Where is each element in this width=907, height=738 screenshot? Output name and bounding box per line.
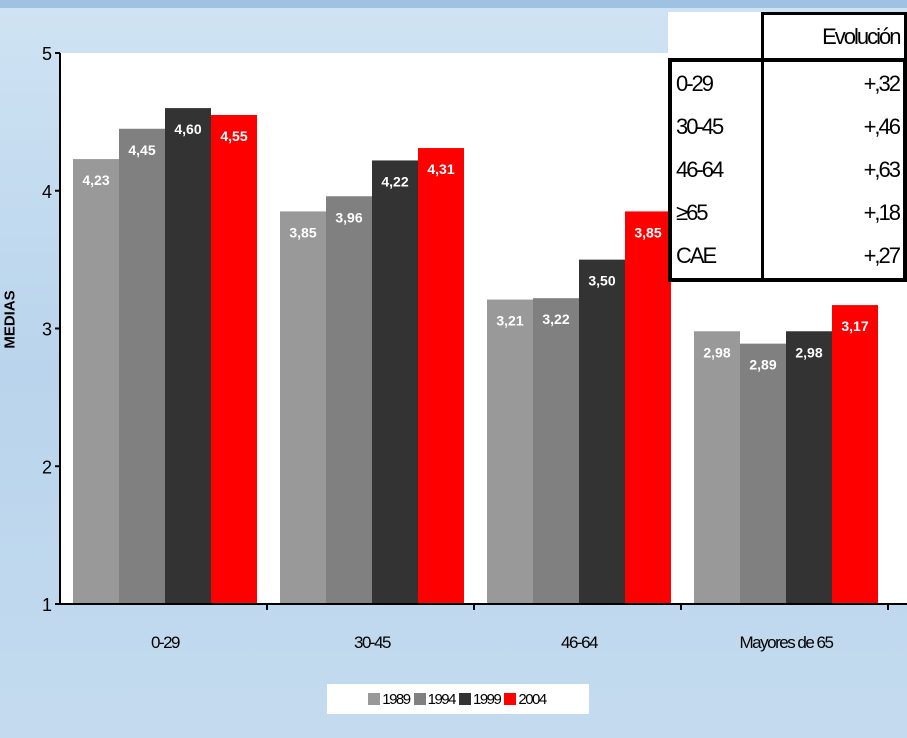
x-tick-label: 46-64 <box>561 633 598 652</box>
bar <box>165 108 211 604</box>
bar <box>280 211 326 604</box>
evolution-header-empty <box>670 14 763 61</box>
evolution-header: Evolución <box>761 12 907 62</box>
bar-value-label: 4,22 <box>381 173 408 189</box>
top-banner-strip <box>0 0 907 8</box>
bar <box>326 196 372 604</box>
bar-value-label: 3,96 <box>335 209 362 225</box>
y-axis-title: MEDIAS <box>1 290 19 349</box>
legend-swatch-1994 <box>413 693 426 705</box>
bar-value-label: 3,85 <box>634 224 661 240</box>
bar <box>625 211 671 604</box>
evolution-category: 0-29 <box>668 58 765 106</box>
evolution-row: 46-64 +,63 <box>668 148 907 192</box>
bar <box>533 298 579 604</box>
evolution-row: 30-45 +,46 <box>668 105 907 149</box>
legend-swatch-1989 <box>368 693 381 705</box>
bar <box>211 114 257 605</box>
bar-value-label: 3,22 <box>542 311 569 327</box>
x-tick-label: 30-45 <box>354 633 391 652</box>
bar-value-label: 3,50 <box>588 273 615 289</box>
bar-value-label: 3,85 <box>289 224 316 240</box>
evolution-category: ≥65 <box>668 191 765 235</box>
y-tick-label: 3 <box>42 320 52 340</box>
bar <box>694 331 740 604</box>
x-tick-label: 0-29 <box>151 633 180 652</box>
y-tick-label: 4 <box>42 182 52 202</box>
y-tick-label: 2 <box>42 457 52 477</box>
bar-value-label: 2,89 <box>749 357 776 373</box>
legend-label-1989: 1989 <box>382 690 411 708</box>
evolution-value: +,32 <box>762 58 907 106</box>
bar-value-label: 4,23 <box>82 172 109 188</box>
bar <box>786 331 832 604</box>
evolution-table: Evolución 0-29 +,32 30-45 +,46 46-64 +,6… <box>668 12 907 283</box>
bar-value-label: 4,45 <box>128 142 155 158</box>
evolution-row: CAE +,27 <box>668 234 907 283</box>
legend-item-2004: 2004 <box>504 690 547 708</box>
bar-value-label: 2,98 <box>795 344 822 360</box>
evolution-value: +,27 <box>762 234 907 283</box>
bar <box>487 299 533 604</box>
bar-value-label: 3,17 <box>841 318 868 334</box>
bar-value-label: 2,98 <box>703 344 730 360</box>
bar-value-label: 4,55 <box>220 128 247 144</box>
bar <box>372 160 418 604</box>
evolution-category: CAE <box>668 234 765 283</box>
bar <box>832 305 878 604</box>
bar <box>73 159 119 604</box>
legend-item-1999: 1999 <box>459 690 502 708</box>
bar <box>418 148 464 605</box>
bar-value-label: 4,31 <box>427 161 454 177</box>
y-tick-label: 5 <box>42 44 52 64</box>
evolution-value: +,63 <box>762 148 907 192</box>
legend-label-1994: 1994 <box>427 690 457 708</box>
bar <box>740 343 786 604</box>
evolution-value: +,18 <box>762 191 907 235</box>
bar <box>119 128 165 604</box>
bar-value-label: 3,21 <box>496 313 523 329</box>
legend-swatch-1999 <box>459 693 471 705</box>
legend: 1989 1994 1999 2004 <box>327 684 589 714</box>
evolution-row: ≥65 +,18 <box>668 191 907 235</box>
x-tick-label: Mayores de 65 <box>740 633 834 652</box>
legend-label-2004: 2004 <box>518 690 547 708</box>
legend-item-1989: 1989 <box>368 690 411 708</box>
y-tick-label: 1 <box>42 595 52 615</box>
legend-label-1999: 1999 <box>473 690 502 708</box>
legend-swatch-2004 <box>504 693 517 705</box>
evolution-header-row: Evolución <box>670 12 907 62</box>
evolution-row: 0-29 +,32 <box>668 58 907 106</box>
evolution-category: 46-64 <box>668 148 765 192</box>
legend-item-1994: 1994 <box>413 690 457 708</box>
bar <box>579 259 625 604</box>
evolution-category: 30-45 <box>668 105 765 149</box>
bar-value-label: 4,60 <box>174 121 201 137</box>
evolution-value: +,46 <box>762 105 907 149</box>
